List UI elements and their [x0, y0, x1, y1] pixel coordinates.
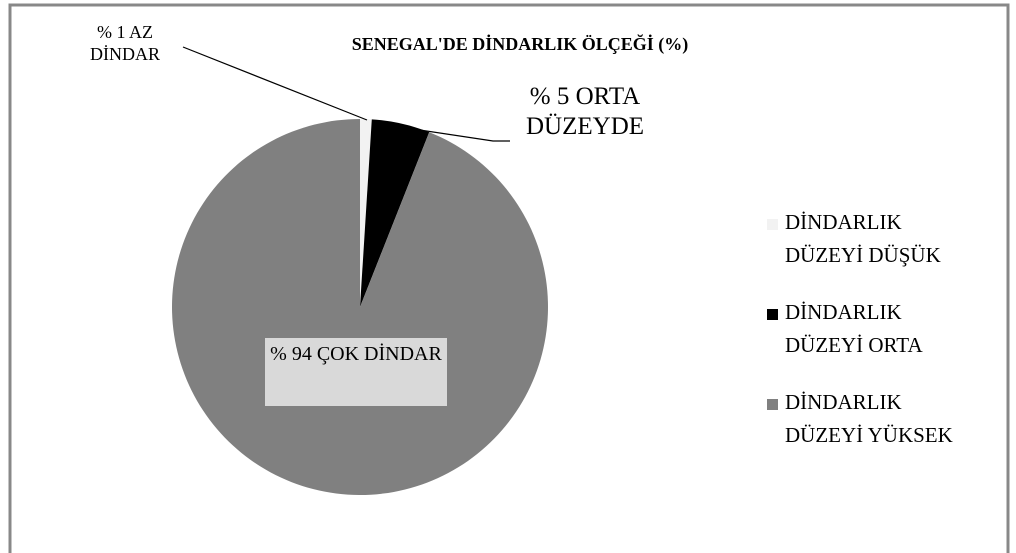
legend-swatch [767, 399, 778, 410]
pie-slice [360, 119, 430, 307]
pie-slice [172, 119, 548, 495]
legend-swatch [767, 219, 778, 230]
data-label: % 5 ORTA DÜZEYDE [525, 83, 645, 140]
legend-label: DİNDARLIK DÜZEYİ ORTA [785, 300, 923, 357]
data-label: % 94 ÇOK DİNDAR [265, 338, 447, 406]
leader-line [182, 46, 368, 121]
chart-title: SENEGAL'DE DİNDARLIK ÖLÇEĞİ (%) [351, 34, 689, 54]
legend-label: DİNDARLIK DÜZEYİ DÜŞÜK [785, 210, 941, 267]
legend-swatch [767, 309, 778, 320]
legend-label: DİNDARLIK DÜZEYİ YÜKSEK [785, 390, 953, 447]
pie-slice [360, 119, 372, 307]
leader-line [399, 126, 510, 142]
data-label: % 1 AZ DİNDAR [90, 22, 160, 64]
